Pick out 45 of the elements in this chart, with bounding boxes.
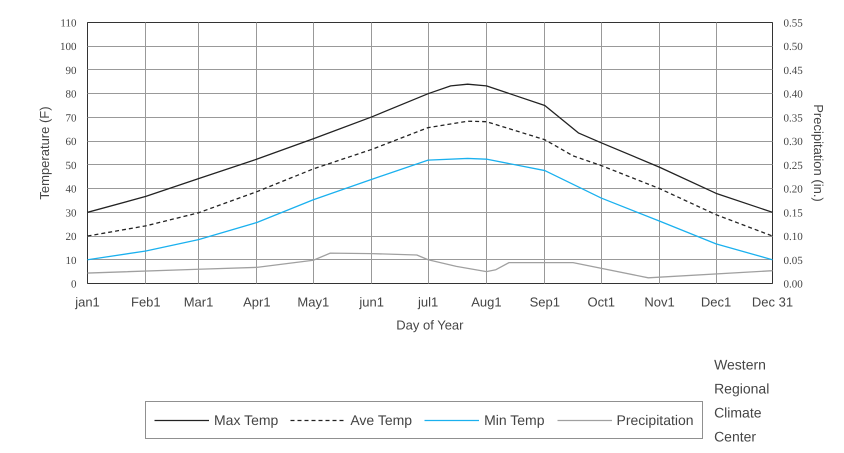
y2-tick-label: 0.20 (784, 184, 804, 196)
y2-tick-label: 0.50 (784, 41, 804, 54)
y2-tick-label: 0.40 (784, 88, 804, 101)
y-tick-label: 90 (66, 64, 77, 77)
x-tick-label: Feb1 (131, 294, 161, 310)
y2-tick-label: 0.25 (784, 160, 804, 172)
text: Western Regional Climate Center (714, 356, 770, 444)
y-tick-label: 20 (66, 231, 77, 244)
x-tick-label: Oct1 (588, 294, 615, 310)
y-tick-label: 60 (66, 136, 77, 148)
x-tick-label: Nov1 (644, 294, 675, 310)
y2-tick-label: 0.35 (784, 112, 804, 124)
y2-tick-label: 0.10 (784, 231, 804, 244)
legend-label: Max Temp (214, 412, 278, 428)
y2-tick-label: 0.05 (784, 254, 804, 267)
x-tick-label: jul1 (417, 294, 438, 310)
y-tick-label: 0 (71, 278, 77, 290)
y-tick-label: 70 (66, 112, 77, 124)
x-tick-label: Mar1 (184, 294, 214, 310)
y2-tick-label: 0.30 (784, 136, 804, 148)
y-tick-label: 10 (66, 254, 77, 267)
x-tick-label: Apr1 (243, 294, 271, 310)
x-tick-label: Dec 31 (752, 294, 794, 310)
y-tick-label: 100 (60, 41, 77, 54)
legend-label: Ave Temp (350, 412, 412, 428)
x-tick-label: jan1 (74, 294, 100, 310)
y2-tick-label: 0.55 (784, 18, 804, 30)
y-tick-label: 110 (60, 18, 77, 30)
x-tick-label: Sep1 (530, 294, 560, 310)
y-tick-label: 40 (66, 184, 77, 196)
y-tick-label: 80 (66, 88, 77, 101)
x-tick-label: jun1 (358, 294, 384, 310)
y2-tick-label: 0.15 (784, 207, 804, 220)
y2-tick-label: 0.45 (784, 64, 804, 77)
y-axis-title: Temperature (F) (37, 106, 52, 200)
legend-label: Min Temp (484, 412, 545, 428)
y2-axis-title: Precipitation (in.) (810, 104, 826, 202)
x-tick-label: May1 (297, 294, 330, 310)
y-tick-label: 50 (66, 160, 77, 172)
y2-tick-label: 0.00 (784, 278, 804, 290)
x-tick-label: Aug1 (471, 294, 502, 310)
x-axis-title: Day of Year (396, 318, 464, 332)
legend-label: Precipitation (616, 412, 694, 428)
y-tick-label: 30 (66, 207, 77, 220)
x-tick-label: Dec1 (700, 294, 732, 310)
